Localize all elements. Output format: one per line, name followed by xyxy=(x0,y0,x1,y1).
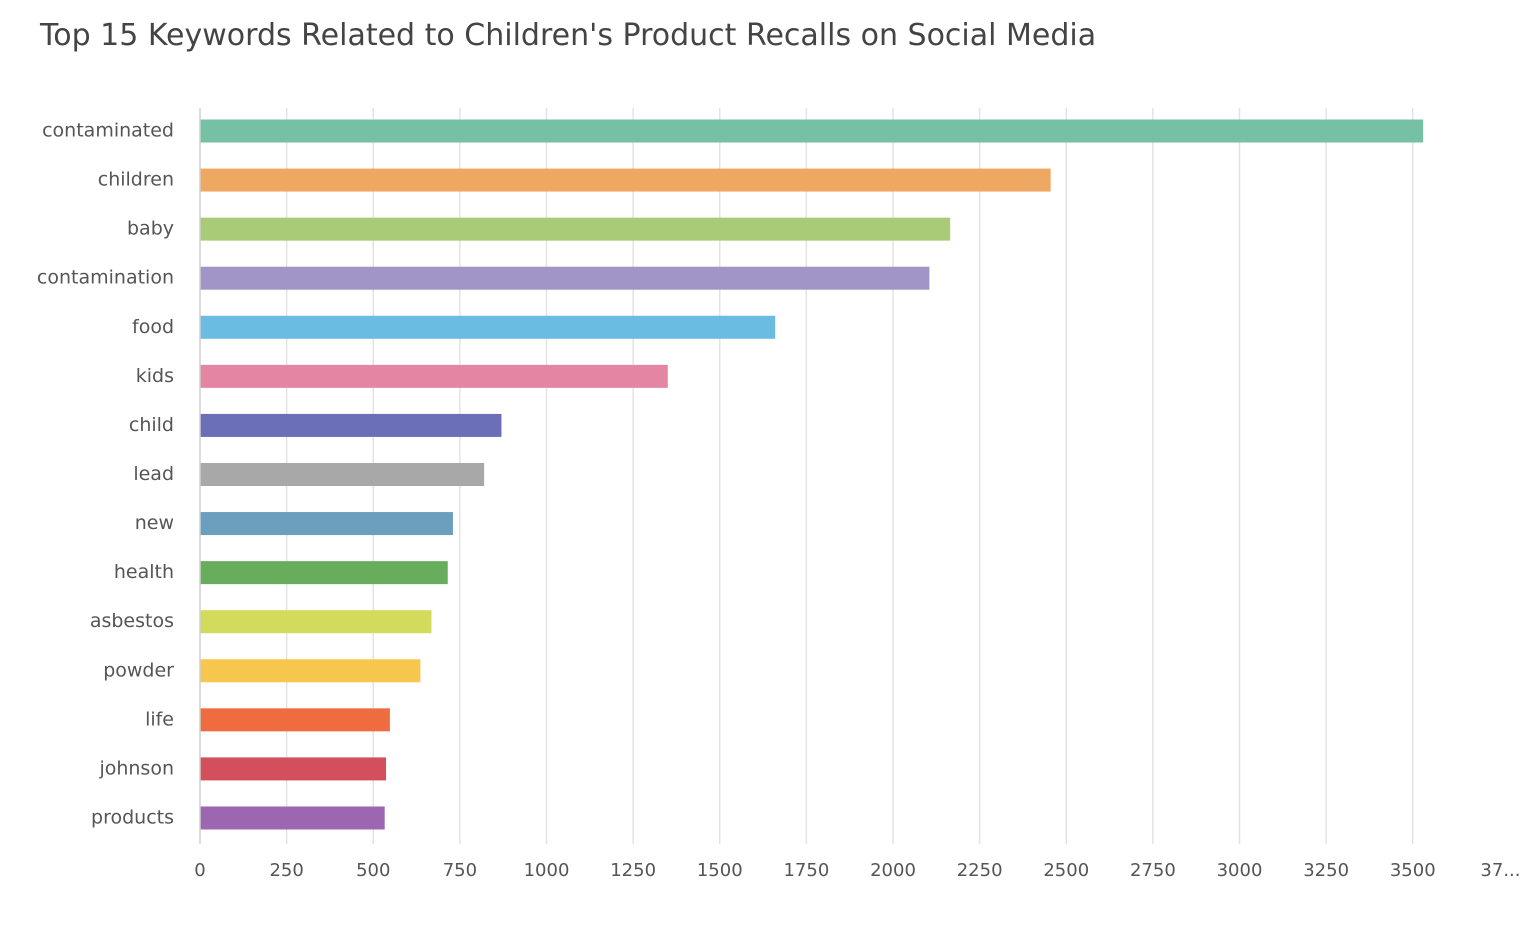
x-tick-label: 37... xyxy=(1480,860,1520,881)
category-label: health xyxy=(114,561,174,583)
bar-contaminated[interactable] xyxy=(200,119,1424,143)
category-label: johnson xyxy=(98,757,174,779)
bar-baby[interactable] xyxy=(200,217,951,241)
x-tick-labels: 0 250 500 750 1000 1250 1500 1750 2000 2250 2500 27… xyxy=(194,860,1520,881)
category-label: lead xyxy=(133,463,174,485)
category-label: baby xyxy=(127,218,174,240)
category-label: products xyxy=(91,806,174,828)
x-tick-label: 0 xyxy=(194,860,205,881)
category-labels: contaminated children baby contamination foo… xyxy=(37,120,174,829)
category-label: food xyxy=(132,316,174,338)
category-label: child xyxy=(129,414,174,436)
category-label: children xyxy=(98,169,174,191)
x-tick-label: 250 xyxy=(269,860,303,881)
x-tick-label: 2750 xyxy=(1130,860,1176,881)
x-tick-label: 1250 xyxy=(610,860,656,881)
category-label: life xyxy=(145,708,174,730)
x-tick-label: 3500 xyxy=(1390,860,1436,881)
x-tick-label: 1500 xyxy=(697,860,743,881)
x-tick-label: 3250 xyxy=(1303,860,1349,881)
x-tick-label: 1750 xyxy=(783,860,829,881)
bar-children[interactable] xyxy=(200,168,1051,192)
x-tick-label: 3000 xyxy=(1217,860,1263,881)
bar-kids[interactable] xyxy=(200,364,668,388)
bars xyxy=(200,119,1424,830)
bar-johnson[interactable] xyxy=(200,757,387,781)
category-label: asbestos xyxy=(90,610,174,632)
x-tick-label: 2250 xyxy=(957,860,1003,881)
bar-health[interactable] xyxy=(200,561,448,585)
x-tick-label: 500 xyxy=(356,860,390,881)
x-tick-label: 750 xyxy=(443,860,477,881)
bar-food[interactable] xyxy=(200,315,776,339)
bar-asbestos[interactable] xyxy=(200,610,432,634)
x-tick-label: 2000 xyxy=(870,860,916,881)
bar-products[interactable] xyxy=(200,806,385,830)
bar-life[interactable] xyxy=(200,708,390,732)
category-label: new xyxy=(135,512,174,534)
bar-powder[interactable] xyxy=(200,659,421,683)
chart-title: Top 15 Keywords Related to Children's Pr… xyxy=(40,18,1097,53)
category-label: contamination xyxy=(37,267,174,289)
bar-new[interactable] xyxy=(200,512,453,536)
x-tick-label: 2500 xyxy=(1043,860,1089,881)
bar-child[interactable] xyxy=(200,413,502,437)
bar-contamination[interactable] xyxy=(200,266,930,290)
category-label: powder xyxy=(103,659,174,681)
x-tick-label: 1000 xyxy=(524,860,570,881)
category-label: kids xyxy=(136,365,174,387)
bar-lead[interactable] xyxy=(200,462,485,486)
category-label: contaminated xyxy=(42,120,174,142)
